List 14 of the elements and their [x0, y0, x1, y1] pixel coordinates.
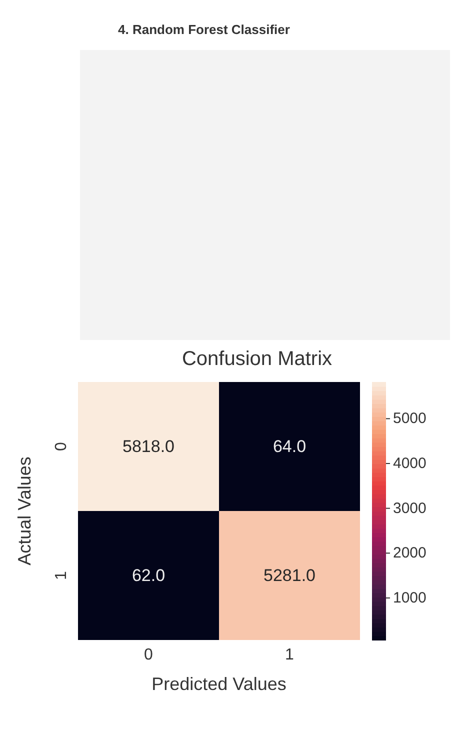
- data-label: 64.0: [272, 437, 306, 456]
- x-axis-title: Predicted Values: [152, 674, 286, 694]
- text: 4. Random Forest Classifier: [118, 22, 290, 37]
- data-label: 62.0: [132, 566, 166, 585]
- color-bar-label: 5000: [393, 410, 426, 428]
- color-bar-label: 3000: [393, 500, 426, 517]
- colour-scale: 1000 2000 3000 4000 5000: [366, 372, 446, 692]
- color-bar-label: 2000: [393, 544, 426, 562]
- data-label: 5818.0: [122, 437, 174, 456]
- data-label: 5281.0: [264, 566, 316, 585]
- chart-title: Confusion Matrix: [180, 348, 334, 372]
- color-bar-label: 4000: [393, 454, 426, 472]
- color-bar-label: 1000: [393, 589, 426, 606]
- y-axis-title: Actual Values: [14, 456, 34, 566]
